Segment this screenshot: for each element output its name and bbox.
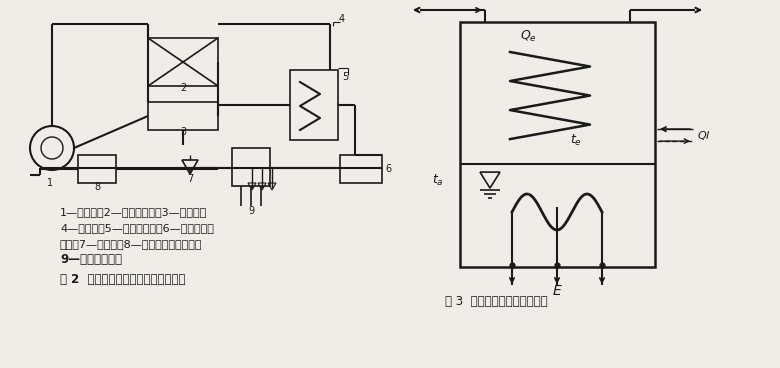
Text: $Ql$: $Ql$ bbox=[697, 128, 711, 142]
Bar bbox=[460, 22, 655, 267]
Text: 8: 8 bbox=[94, 182, 100, 192]
Text: 5: 5 bbox=[342, 72, 348, 82]
Text: $i_2$: $i_2$ bbox=[403, 0, 413, 2]
Text: 6: 6 bbox=[385, 164, 391, 174]
Bar bbox=[148, 102, 218, 130]
Bar bbox=[232, 148, 270, 186]
Text: $E$: $E$ bbox=[551, 284, 562, 298]
Text: $i_1$: $i_1$ bbox=[702, 0, 712, 2]
Bar bbox=[340, 155, 382, 183]
Text: 图 2  涅轮流量变送器标定系统原理图: 图 2 涅轮流量变送器标定系统原理图 bbox=[60, 273, 186, 286]
Text: 2: 2 bbox=[180, 83, 186, 93]
Text: 1: 1 bbox=[47, 178, 53, 188]
Text: 4—过冷器；5—干燥过滤器；6—涅轮流量变: 4—过冷器；5—干燥过滤器；6—涅轮流量变 bbox=[60, 223, 214, 233]
Bar bbox=[290, 70, 338, 140]
Text: $t_a$: $t_a$ bbox=[432, 173, 444, 188]
Text: 9—含油测定装置: 9—含油测定装置 bbox=[60, 253, 122, 266]
Text: 1—压缩机；2—风冷冷凝器；3—储液器；: 1—压缩机；2—风冷冷凝器；3—储液器； bbox=[60, 207, 207, 217]
Text: $Q_e$: $Q_e$ bbox=[520, 29, 537, 44]
Text: $t_e$: $t_e$ bbox=[570, 133, 582, 148]
Bar bbox=[78, 155, 116, 183]
Text: 4: 4 bbox=[339, 14, 345, 24]
Text: 图 3  二次制冷剂量热计示意图: 图 3 二次制冷剂量热计示意图 bbox=[445, 295, 548, 308]
Text: 9: 9 bbox=[248, 206, 254, 216]
Text: 7: 7 bbox=[187, 174, 193, 184]
Text: 3: 3 bbox=[180, 127, 186, 137]
Bar bbox=[148, 38, 218, 86]
Text: 送器；7—膨胀阁；8—二次制冷剂量热计；: 送器；7—膨胀阁；8—二次制冷剂量热计； bbox=[60, 239, 203, 249]
